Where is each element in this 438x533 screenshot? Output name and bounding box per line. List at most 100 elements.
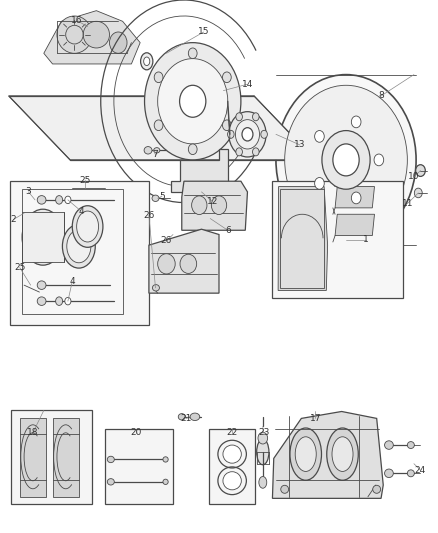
Ellipse shape	[407, 470, 414, 477]
Ellipse shape	[152, 195, 159, 201]
Ellipse shape	[327, 428, 358, 480]
Ellipse shape	[152, 285, 159, 291]
Ellipse shape	[229, 112, 266, 157]
Bar	[105, 429, 173, 504]
Ellipse shape	[110, 32, 127, 53]
Ellipse shape	[154, 72, 163, 83]
Ellipse shape	[374, 154, 384, 166]
Ellipse shape	[144, 57, 150, 66]
Text: 17: 17	[310, 414, 321, 423]
Ellipse shape	[22, 209, 64, 265]
Ellipse shape	[37, 281, 46, 289]
Text: 26: 26	[161, 237, 172, 245]
Ellipse shape	[107, 456, 114, 463]
Polygon shape	[9, 96, 315, 160]
Ellipse shape	[314, 131, 324, 142]
Ellipse shape	[163, 457, 168, 462]
Ellipse shape	[257, 439, 269, 465]
Ellipse shape	[314, 177, 324, 189]
Ellipse shape	[290, 428, 321, 480]
Ellipse shape	[295, 437, 316, 472]
Bar	[11, 410, 92, 504]
Ellipse shape	[285, 85, 407, 235]
Polygon shape	[44, 11, 140, 64]
Ellipse shape	[252, 148, 259, 156]
Ellipse shape	[57, 16, 92, 53]
Ellipse shape	[416, 165, 425, 176]
Ellipse shape	[322, 131, 370, 189]
Text: 16: 16	[71, 16, 82, 25]
Text: 21: 21	[180, 414, 192, 423]
Ellipse shape	[37, 196, 46, 204]
Text: 4: 4	[78, 207, 84, 215]
Ellipse shape	[56, 196, 63, 204]
Ellipse shape	[385, 441, 393, 449]
Text: 10: 10	[408, 173, 420, 181]
Ellipse shape	[163, 479, 168, 484]
Ellipse shape	[235, 119, 259, 149]
Ellipse shape	[236, 113, 243, 121]
Text: 7: 7	[152, 150, 159, 159]
Ellipse shape	[407, 441, 414, 449]
Bar	[209, 429, 255, 504]
Text: 25: 25	[80, 176, 91, 184]
Text: 13: 13	[294, 141, 306, 149]
Ellipse shape	[144, 147, 152, 154]
Ellipse shape	[154, 120, 163, 131]
Text: 18: 18	[27, 429, 39, 437]
Text: 4: 4	[70, 277, 75, 286]
Ellipse shape	[72, 206, 103, 247]
Text: 8: 8	[378, 92, 384, 100]
Text: 14: 14	[242, 80, 253, 88]
Ellipse shape	[158, 59, 228, 144]
Text: 6: 6	[225, 226, 231, 235]
Ellipse shape	[223, 445, 241, 463]
Ellipse shape	[351, 192, 361, 204]
Text: 22: 22	[226, 429, 238, 437]
Ellipse shape	[414, 188, 422, 198]
Ellipse shape	[158, 254, 175, 274]
Text: 11: 11	[402, 199, 413, 208]
Ellipse shape	[190, 413, 200, 421]
Ellipse shape	[223, 72, 231, 83]
Ellipse shape	[63, 224, 95, 268]
Polygon shape	[149, 229, 219, 293]
Ellipse shape	[276, 75, 416, 245]
Ellipse shape	[107, 479, 114, 485]
Polygon shape	[20, 418, 46, 497]
Ellipse shape	[252, 113, 259, 121]
Text: 26: 26	[143, 211, 155, 220]
Ellipse shape	[83, 21, 110, 48]
Ellipse shape	[141, 53, 153, 70]
Bar	[22, 212, 64, 262]
Ellipse shape	[261, 130, 267, 138]
Ellipse shape	[145, 43, 241, 160]
Polygon shape	[278, 187, 328, 290]
Text: 15: 15	[198, 28, 209, 36]
Polygon shape	[10, 181, 149, 325]
Ellipse shape	[192, 196, 207, 214]
Ellipse shape	[333, 144, 359, 176]
Polygon shape	[335, 187, 374, 208]
Text: 2: 2	[11, 215, 16, 224]
Ellipse shape	[65, 196, 71, 204]
Text: 12: 12	[207, 197, 218, 206]
Ellipse shape	[281, 485, 289, 494]
Ellipse shape	[188, 48, 197, 59]
Ellipse shape	[259, 477, 267, 488]
Polygon shape	[53, 418, 79, 497]
Bar	[280, 189, 324, 288]
Ellipse shape	[373, 485, 381, 494]
Ellipse shape	[67, 230, 91, 263]
Ellipse shape	[332, 437, 353, 472]
Text: 20: 20	[130, 429, 141, 437]
Ellipse shape	[385, 469, 393, 478]
Polygon shape	[171, 149, 228, 192]
Polygon shape	[182, 181, 247, 230]
Text: 5: 5	[159, 192, 165, 200]
Ellipse shape	[178, 414, 185, 420]
Ellipse shape	[65, 297, 71, 305]
Ellipse shape	[258, 432, 268, 444]
Polygon shape	[272, 181, 403, 298]
Ellipse shape	[236, 148, 243, 156]
